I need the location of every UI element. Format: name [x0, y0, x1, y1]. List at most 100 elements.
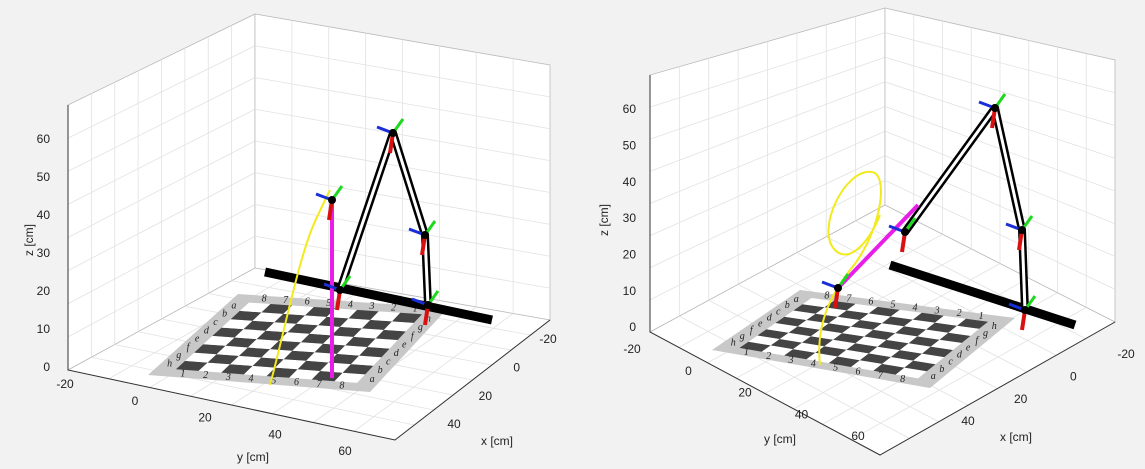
- board-square: [234, 329, 266, 340]
- grid-line: [884, 32, 1116, 94]
- board-square: [739, 341, 771, 352]
- board-square: [270, 340, 301, 351]
- board-file: b: [939, 364, 944, 375]
- board-rank: 3: [788, 355, 794, 366]
- joint: [421, 231, 429, 239]
- board-rank: 6: [294, 377, 299, 388]
- board-square: [815, 307, 847, 317]
- board-square: [342, 364, 374, 375]
- board-square: [297, 360, 329, 371]
- y-tick-label: -20: [56, 377, 74, 391]
- board-square: [320, 362, 351, 373]
- z-tick-label: 0: [43, 360, 50, 374]
- board-square: [383, 321, 414, 332]
- board-square: [784, 310, 816, 320]
- end-effector-line: [836, 203, 920, 290]
- y-tick-label: 20: [738, 386, 752, 400]
- board-file: h: [167, 359, 172, 370]
- grid-line: [884, 56, 1116, 126]
- x-tick-label: 40: [961, 414, 975, 428]
- board-file: b: [785, 300, 790, 311]
- board-rank: 7: [878, 370, 884, 381]
- board-file: a: [931, 371, 936, 382]
- x-tick-label: 0: [1070, 370, 1077, 384]
- board-file: e: [966, 342, 971, 353]
- board-rank: 6: [856, 366, 861, 377]
- board-square: [296, 315, 327, 326]
- board-square: [846, 303, 878, 314]
- board-square: [353, 328, 384, 339]
- board-square: [908, 336, 940, 347]
- board-square: [917, 329, 949, 340]
- board-square: [359, 347, 390, 358]
- board-square: [904, 360, 936, 372]
- board-square: [287, 323, 319, 334]
- board-square: [748, 335, 780, 346]
- board-square: [265, 322, 297, 333]
- axis-line: [67, 105, 551, 441]
- board-file: e: [195, 334, 200, 345]
- z-tick-label: 50: [623, 139, 637, 153]
- board-square: [336, 345, 368, 356]
- board-rank: 2: [957, 308, 962, 319]
- board-rank: 1: [979, 311, 984, 322]
- grid-line: [851, 307, 1087, 440]
- board-square: [824, 339, 856, 350]
- board-square: [802, 298, 834, 308]
- board-file: d: [957, 350, 963, 361]
- board-file: a: [231, 300, 236, 311]
- board-square: [292, 342, 324, 353]
- board-square: [864, 329, 896, 340]
- board-square: [802, 336, 834, 347]
- board-square: [370, 311, 401, 322]
- board-square: [828, 356, 860, 367]
- y-tick-label: 60: [851, 429, 865, 443]
- board-square: [904, 319, 935, 330]
- grid-line: [353, 313, 514, 432]
- board-square: [239, 302, 271, 313]
- board-square: [846, 343, 878, 354]
- board-file: c: [386, 357, 391, 368]
- board-square: [810, 329, 843, 340]
- board-square: [948, 325, 980, 336]
- board-square: [833, 333, 865, 344]
- axes-panel: 18ha27gb36fc45ed54de63cf72bg81ah01020304…: [22, 13, 557, 464]
- board-square: [891, 350, 923, 361]
- x-tick-label: -20: [539, 332, 557, 346]
- z-tick-label: 40: [37, 208, 51, 222]
- board-square: [221, 364, 253, 375]
- board-file: c: [776, 306, 781, 317]
- board-square: [837, 310, 869, 320]
- board-rank: 3: [934, 305, 940, 316]
- board-square: [176, 360, 208, 371]
- trajectory: [269, 189, 331, 386]
- board-square: [842, 326, 874, 337]
- joint: [1018, 226, 1026, 234]
- board-file: g: [418, 322, 423, 333]
- x-tick-label: 40: [447, 417, 461, 431]
- board-rank: 7: [846, 294, 852, 305]
- board-square: [895, 367, 927, 379]
- z-tick-label: 50: [37, 170, 51, 184]
- z-tick-label: 0: [629, 320, 636, 334]
- board-square: [899, 343, 931, 354]
- board-file: a: [794, 294, 799, 305]
- board-square: [828, 316, 860, 327]
- board-square: [278, 332, 310, 343]
- board-square: [882, 316, 913, 327]
- board-square: [873, 323, 905, 334]
- robot-base: [888, 260, 1077, 330]
- board-file: h: [992, 321, 997, 332]
- board-square: [348, 309, 379, 320]
- board-square: [913, 353, 945, 365]
- board-square: [930, 339, 962, 350]
- board-square: [793, 342, 825, 353]
- board-file: d: [767, 313, 773, 324]
- board-rank: 4: [348, 299, 353, 310]
- board-square: [882, 357, 914, 368]
- board-square: [283, 305, 314, 316]
- board-square: [351, 355, 382, 366]
- board-file: h: [731, 337, 736, 348]
- board-file: h: [426, 314, 431, 325]
